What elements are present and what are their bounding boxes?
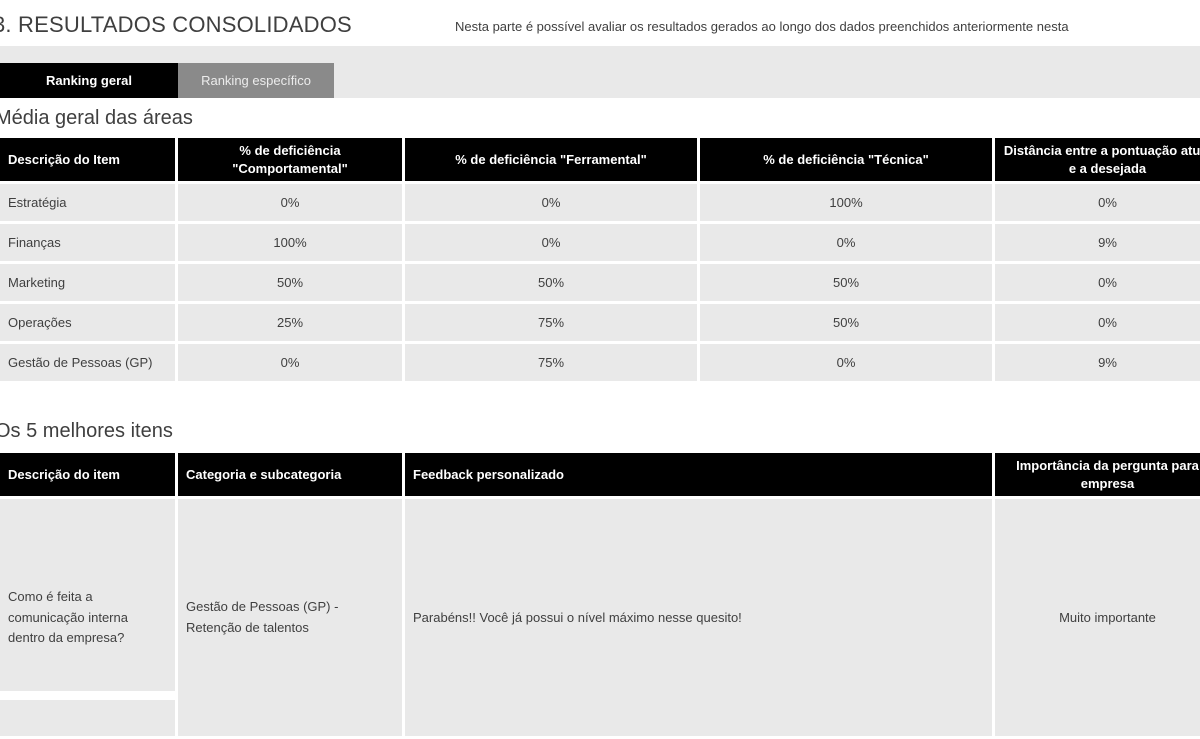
column-header-descricao-item: Descrição do item (0, 453, 178, 500)
cell-area-name[interactable]: Operações (0, 304, 178, 345)
column-header-distancia-pontuacao: Distância entre a pontuação atual e a de… (995, 138, 1200, 185)
cell-ferramental[interactable]: 50% (405, 264, 700, 305)
table-row: Gestão de Pessoas (GP) 0% 75% 0% 9% (0, 344, 1200, 385)
column-header-deficiencia-ferramental: % de deficiência "Ferramental" (405, 138, 700, 185)
cell-ferramental[interactable]: 0% (405, 184, 700, 225)
column-header-importancia-pergunta: Importância da pergunta para empresa (995, 453, 1200, 500)
column-header-descricao-item: Descrição do Item (0, 138, 178, 185)
cell-comportamental[interactable]: 0% (178, 344, 405, 385)
cell-area-name[interactable]: Gestão de Pessoas (GP) (0, 344, 178, 385)
cell-distancia[interactable]: 0% (995, 184, 1200, 225)
best-items-table: Descrição do item Categoria e subcategor… (0, 453, 1200, 739)
table-row: Marketing 50% 50% 50% 0% (0, 264, 1200, 305)
cell-ferramental[interactable]: 75% (405, 304, 700, 345)
row-boundary (0, 691, 175, 700)
cell-distancia[interactable]: 9% (995, 224, 1200, 265)
cell-area-name[interactable]: Estratégia (0, 184, 178, 225)
areas-table: Descrição do Item % de deficiência "Comp… (0, 138, 1200, 385)
column-header-deficiencia-comportamental: % de deficiência "Comportamental" (178, 138, 405, 185)
cell-comportamental[interactable]: 100% (178, 224, 405, 265)
table-row: Estratégia 0% 0% 100% 0% (0, 184, 1200, 225)
cell-area-name[interactable]: Finanças (0, 224, 178, 265)
section-title-media-geral: Média geral das áreas (0, 107, 193, 129)
cell-tecnica[interactable]: 100% (700, 184, 995, 225)
cell-item-feedback[interactable]: Parabéns!! Você já possui o nível máximo… (405, 499, 995, 739)
cell-tecnica[interactable]: 50% (700, 264, 995, 305)
cell-comportamental[interactable]: 50% (178, 264, 405, 305)
cell-ferramental[interactable]: 0% (405, 224, 700, 265)
page-title: 3. RESULTADOS CONSOLIDADOS (0, 12, 352, 37)
column-header-deficiencia-tecnica: % de deficiência "Técnica" (700, 138, 995, 185)
page-subtitle: Nesta parte é possível avaliar os result… (455, 19, 1069, 34)
cell-ferramental[interactable]: 75% (405, 344, 700, 385)
cell-comportamental[interactable]: 25% (178, 304, 405, 345)
cell-distancia[interactable]: 0% (995, 304, 1200, 345)
section-title-melhores-itens: Os 5 melhores itens (0, 420, 173, 442)
column-header-feedback-personalizado: Feedback personalizado (405, 453, 995, 500)
cell-tecnica[interactable]: 50% (700, 304, 995, 345)
cell-area-name[interactable]: Marketing (0, 264, 178, 305)
table-row: Operações 25% 75% 50% 0% (0, 304, 1200, 345)
cell-distancia[interactable]: 9% (995, 344, 1200, 385)
cell-item-importancia[interactable]: Muito importante (995, 499, 1200, 739)
column-header-categoria-subcategoria: Categoria e subcategoria (178, 453, 405, 500)
cell-item-categoria[interactable]: Gestão de Pessoas (GP) - Retenção de tal… (178, 499, 405, 739)
table-row: Como é feita a comunicação interna dentr… (0, 499, 1200, 739)
tab-ranking-geral[interactable]: Ranking geral (0, 63, 178, 98)
tab-bar: Ranking geral Ranking específico (0, 46, 1200, 98)
cell-comportamental[interactable]: 0% (178, 184, 405, 225)
areas-table-header-row: Descrição do Item % de deficiência "Comp… (0, 138, 1200, 185)
cell-item-descricao[interactable]: Como é feita a comunicação interna dentr… (0, 499, 178, 739)
best-items-header-row: Descrição do item Categoria e subcategor… (0, 453, 1200, 500)
cell-distancia[interactable]: 0% (995, 264, 1200, 305)
tab-ranking-especifico[interactable]: Ranking específico (178, 63, 334, 98)
cell-tecnica[interactable]: 0% (700, 224, 995, 265)
cell-tecnica[interactable]: 0% (700, 344, 995, 385)
table-row: Finanças 100% 0% 0% 9% (0, 224, 1200, 265)
